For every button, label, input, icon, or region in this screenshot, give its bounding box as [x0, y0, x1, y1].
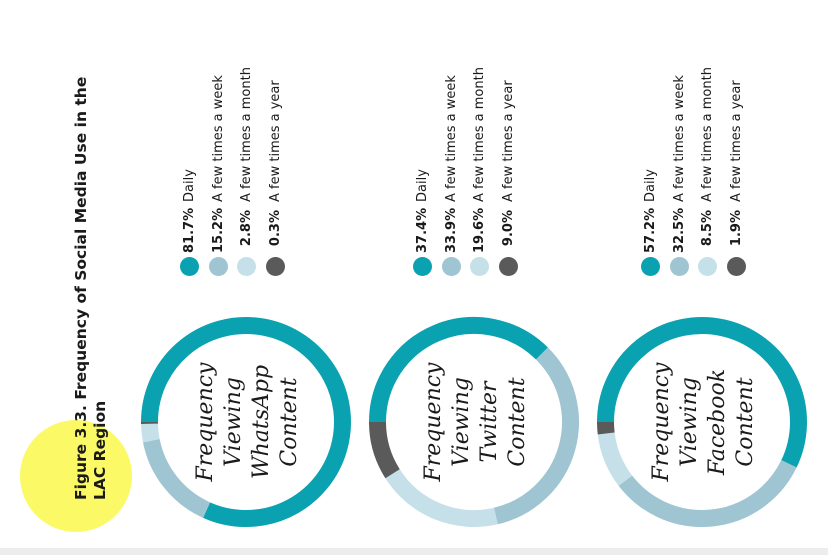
- legend-2-label-year: A few times a year: [500, 80, 516, 202]
- donut-2-center-label-line-4: Content: [505, 377, 530, 466]
- legend-2-value-year: 9.0%: [500, 210, 516, 247]
- donut-2-slice-year: [369, 421, 400, 479]
- legend-3-swatch-month: [698, 257, 717, 276]
- donut-3-slice-month: [597, 432, 633, 486]
- donut-2-slice-daily: [369, 317, 548, 423]
- legend-2-label-month: A few times a month: [471, 67, 487, 202]
- legend-1-value-daily: 81.7%: [181, 207, 197, 253]
- legend-3-swatch-week: [670, 257, 689, 276]
- donut-2-slice-week: [493, 347, 579, 525]
- legend-2-label-week: A few times a week: [443, 75, 459, 202]
- legend-2-row-year: 9.0% A few times a year: [499, 80, 518, 276]
- donut-3-slice-year: [597, 421, 615, 435]
- donut-3-center-label-line-1: Frequency: [649, 362, 674, 483]
- legend-3-label-daily: Daily: [642, 169, 658, 202]
- legend-1-label-week: A few times a week: [210, 75, 226, 202]
- donut-2-slice-month: [385, 468, 498, 527]
- legend-1-swatch-month: [237, 257, 256, 276]
- legend-2-swatch-daily: [413, 257, 432, 276]
- donut-1-center-label-line-4: Content: [277, 377, 302, 466]
- legend-3-value-year: 1.9%: [728, 210, 744, 247]
- donut-1-center-label-line-2: Viewing: [221, 377, 246, 467]
- legend-1-row-month: 2.8% A few times a month: [237, 67, 256, 276]
- legend-3-label-week: A few times a week: [671, 75, 687, 202]
- legend-3-value-week: 32.5%: [671, 207, 687, 253]
- donut-1-slice-month: [141, 423, 160, 443]
- legend-2-value-week: 33.9%: [443, 207, 459, 253]
- legend-1-row-week: 15.2% A few times a week: [209, 75, 228, 276]
- legend-2-label-daily: Daily: [414, 169, 430, 202]
- legend-2-row-month: 19.6% A few times a month: [470, 67, 489, 276]
- donut-1-center-label: Frequency Viewing WhatsApp Content: [193, 362, 302, 483]
- legend-1-row-year: 0.3% A few times a year: [266, 80, 285, 276]
- legend-3-row-week: 32.5% A few times a week: [670, 75, 689, 276]
- legend-3-swatch-year: [727, 257, 746, 276]
- legend-3-row-month: 8.5% A few times a month: [698, 67, 717, 276]
- donut-1-center-label-line-1: Frequency: [193, 362, 218, 483]
- donut-3-center-label-line-3: Facebook: [705, 369, 730, 476]
- legend-3-value-month: 8.5%: [699, 210, 715, 247]
- legend-1-swatch-week: [209, 257, 228, 276]
- legend-1-label-daily: Daily: [181, 169, 197, 202]
- legend-1-value-month: 2.8%: [238, 210, 254, 247]
- legend-1-value-week: 15.2%: [210, 207, 226, 253]
- legend-2-swatch-month: [470, 257, 489, 276]
- legend-2-row-daily: 37.4% Daily: [413, 169, 432, 276]
- donut-1-slice-week: [142, 438, 211, 518]
- legend-2-row-week: 33.9% A few times a week: [442, 75, 461, 276]
- legend-1-value-year: 0.3%: [267, 210, 283, 247]
- legend-2-value-month: 19.6%: [471, 207, 487, 253]
- legend-3-swatch-daily: [641, 257, 660, 276]
- donut-3-center-label-line-4: Content: [733, 377, 758, 466]
- donut-1-slice-daily: [141, 317, 351, 527]
- donut-3-center-label: Frequency Viewing Facebook Content: [649, 362, 758, 483]
- legend-1-label-month: A few times a month: [238, 67, 254, 202]
- donut-2-center-label-line-3: Twitter: [477, 380, 502, 462]
- legend-3-value-daily: 57.2%: [642, 207, 658, 253]
- donut-3-center-label-line-2: Viewing: [677, 377, 702, 467]
- legend-1-swatch-year: [266, 257, 285, 276]
- donut-2-center-label-line-2: Viewing: [449, 377, 474, 467]
- donut-1-center-label-line-3: WhatsApp: [249, 365, 274, 479]
- footer-bar: [0, 548, 828, 555]
- legend-3-label-year: A few times a year: [728, 80, 744, 202]
- legend-1-label-year: A few times a year: [267, 80, 283, 202]
- legend-1-row-daily: 81.7% Daily: [180, 169, 199, 276]
- legend-3-row-daily: 57.2% Daily: [641, 169, 660, 276]
- donut-3-slice-week: [618, 460, 797, 527]
- donut-2-center-label: Frequency Viewing Twitter Content: [421, 362, 530, 483]
- donut-3-slice-daily: [597, 317, 807, 468]
- donut-2-center-label-line-1: Frequency: [421, 362, 446, 483]
- legend-2-value-daily: 37.4%: [414, 207, 430, 253]
- legend-2-swatch-year: [499, 257, 518, 276]
- legend-3-label-month: A few times a month: [699, 67, 715, 202]
- legend-1-swatch-daily: [180, 257, 199, 276]
- title-highlight-circle: [20, 420, 132, 532]
- legend-2-swatch-week: [442, 257, 461, 276]
- legend-3-row-year: 1.9% A few times a year: [727, 80, 746, 276]
